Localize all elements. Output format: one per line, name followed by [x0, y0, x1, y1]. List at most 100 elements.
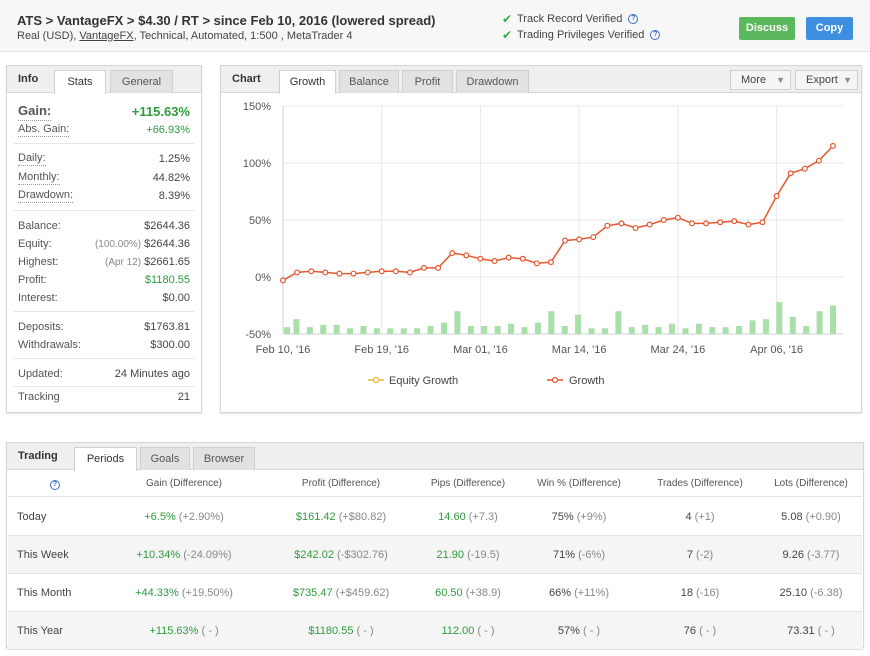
growth-point: [435, 264, 442, 271]
win-value: 57%: [557, 625, 580, 637]
tab-general[interactable]: General: [110, 70, 173, 93]
x-tick-label: Mar 01, '16: [453, 344, 508, 356]
track-record-label: Track Record Verified: [517, 13, 623, 25]
volume-bar: [749, 320, 756, 334]
profit-difference: (+$80.82): [338, 511, 387, 523]
growth-point: [406, 269, 413, 276]
growth-point: [547, 259, 554, 266]
volume-bar: [830, 305, 836, 334]
dropdown-arrow-icon: ▼: [776, 75, 785, 85]
lots-difference: (+0.90): [805, 511, 841, 523]
cell-lots: 73.31 ( - ): [787, 612, 835, 650]
abs-gain-row: Abs. Gain: +66.93%: [14, 122, 194, 138]
daily-value: 1.25%: [158, 153, 190, 165]
growth-point: [576, 236, 583, 243]
lots-difference: ( - ): [817, 625, 835, 637]
tab-browser[interactable]: Browser: [193, 447, 255, 470]
growth-point: [308, 268, 315, 275]
deposits-label: Deposits:: [18, 321, 64, 333]
cell-win: 71% (-6%): [553, 536, 605, 574]
tab-drawdown[interactable]: Drawdown: [456, 70, 529, 93]
volume-bar: [655, 327, 662, 334]
volume-bar: [575, 314, 582, 334]
trading-tabbar: Trading Periods Goals Browser: [7, 443, 863, 471]
volume-bar: [373, 328, 380, 334]
discuss-button[interactable]: Discuss: [739, 17, 795, 40]
chart-title: Chart: [232, 73, 261, 85]
tab-balance[interactable]: Balance: [339, 70, 399, 93]
monthly-label: Monthly:: [18, 171, 60, 185]
track-record-verified: ✔ Track Record Verified ?: [502, 12, 639, 26]
trading-privileges-label: Trading Privileges Verified: [517, 29, 645, 41]
tab-stats[interactable]: Stats: [54, 70, 106, 94]
volume-bar: [776, 302, 783, 334]
cell-win: 57% ( - ): [558, 612, 600, 650]
tab-profit[interactable]: Profit: [402, 70, 453, 93]
win-difference: ( - ): [582, 625, 601, 637]
pips-value: 14.60: [438, 511, 466, 523]
trades-value: 7: [686, 549, 693, 561]
help-icon[interactable]: ?: [50, 471, 60, 497]
volume-bar: [494, 326, 501, 334]
withdrawals-value: $300.00: [150, 339, 190, 351]
legend-growth: Growth: [569, 375, 604, 387]
cell-lots: 5.08 (+0.90): [781, 498, 841, 536]
volume-bar: [548, 311, 555, 334]
interest-label: Interest:: [18, 292, 58, 304]
equity-percent: (100.00%): [94, 239, 142, 250]
growth-point: [646, 221, 653, 228]
volume-bar: [347, 328, 354, 334]
deposits-row: Deposits: $1763.81: [14, 319, 194, 335]
growth-point: [801, 165, 808, 172]
table-row: This Week +10.34% (-24.09%) $242.02 (-$302…: [8, 536, 862, 574]
growth-point: [322, 269, 329, 276]
legend-equity-marker: [372, 376, 380, 384]
growth-point: [674, 214, 681, 221]
growth-point: [505, 254, 512, 261]
volume-bar: [709, 327, 716, 334]
balance-row: Balance: $2644.36: [14, 218, 194, 234]
volume-bar: [628, 327, 635, 334]
tab-periods[interactable]: Periods: [74, 447, 137, 471]
y-tick-label: -50%: [245, 329, 271, 341]
check-icon: ✔: [502, 28, 513, 42]
help-icon[interactable]: ?: [650, 30, 661, 40]
volume-bar: [642, 324, 649, 334]
cell-trades: 7 (-2): [687, 536, 713, 574]
tab-goals[interactable]: Goals: [140, 447, 190, 470]
volume-bar: [588, 328, 595, 334]
system-title: ATS > VantageFX > $4.30 / RT > since Feb…: [17, 13, 436, 28]
cell-profit: $735.47 (+$459.62): [293, 574, 389, 612]
tab-growth[interactable]: Growth: [279, 70, 336, 94]
trading-panel: Trading Periods Goals Browser ? Gain (Di…: [6, 442, 864, 650]
equity-row: Equity: (100.00%) $2644.36: [14, 236, 194, 252]
growth-point: [336, 270, 343, 277]
volume-bar: [508, 323, 515, 334]
broker-link[interactable]: VantageFX: [79, 30, 134, 42]
drawdown-label: Drawdown:: [18, 189, 74, 203]
more-dropdown[interactable]: More ▼: [730, 70, 791, 90]
highest-value: $2661.65: [144, 256, 190, 268]
gain-label: Gain:: [18, 102, 52, 121]
trades-value: 4: [685, 511, 692, 523]
equity-label: Equity:: [18, 238, 52, 250]
growth-point: [688, 220, 695, 227]
check-icon: ✔: [502, 12, 513, 26]
export-dropdown[interactable]: Export ▼: [795, 70, 858, 90]
copy-button[interactable]: Copy: [806, 17, 853, 40]
divider: [14, 311, 194, 312]
volume-bar: [414, 328, 421, 334]
divider: [14, 358, 194, 359]
volume-bar: [561, 326, 568, 334]
balance-value: $2644.36: [144, 220, 190, 232]
header-pips: Pips (Difference): [430, 478, 506, 489]
help-icon[interactable]: ?: [628, 14, 639, 24]
lots-value: 25.10: [779, 587, 808, 599]
volume-bar: [481, 326, 488, 334]
growth-point: [590, 234, 597, 241]
interest-row: Interest: $0.00: [14, 290, 194, 306]
trades-value: 18: [680, 587, 693, 599]
gain-value: +10.34%: [136, 549, 181, 561]
growth-line: [282, 145, 834, 282]
cell-pips: 14.60 (+7.3): [438, 498, 498, 536]
